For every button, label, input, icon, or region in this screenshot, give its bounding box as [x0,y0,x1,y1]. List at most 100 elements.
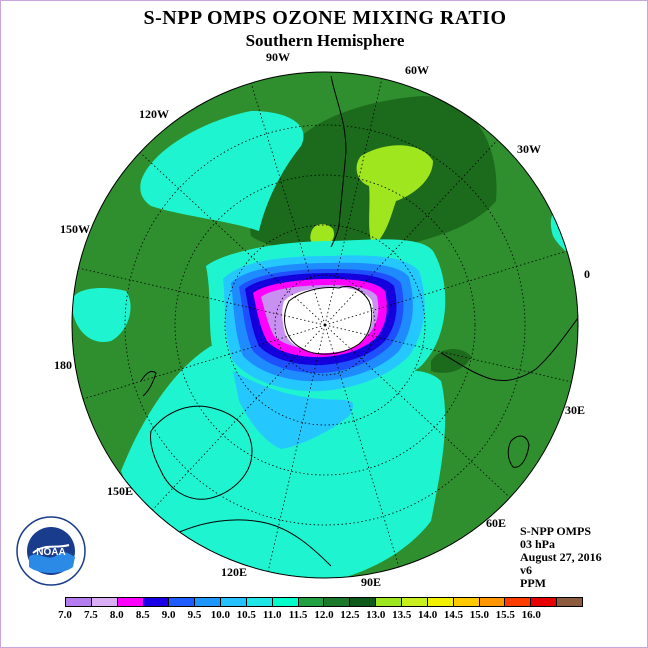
longitude-labels: 90W 60W 30W 0 30E 60E 90E 120E 150E 180 150W 120W [54,50,590,589]
colorbar-segment [298,598,325,606]
meridian-line [324,324,578,384]
latitude-circle [274,274,376,376]
colorbar-segment [505,598,532,606]
colorbar-segment [453,598,480,606]
colorbar-tick-label: 13.0 [366,609,386,621]
svg-text:NOAA: NOAA [36,547,65,558]
latitude-circle [174,174,476,476]
meridian-line [324,248,574,326]
meridian-line [324,134,503,326]
meridian-line [324,324,402,574]
colorbar-tick-label: 11.0 [262,609,282,621]
coastline-antarctica [284,286,373,355]
colorbar-segment [531,598,558,606]
colorbar-segment [350,598,377,606]
lon-30e-label: 30E [565,403,585,417]
field-light-blue-tongue [233,371,354,449]
colorbar-tick-label: 14.0 [417,609,438,621]
colorbar-tick-label: 9.0 [161,609,176,621]
field-lime-small [310,224,335,247]
colorbar-segment [195,598,222,606]
colorbar-tick-label: 8.0 [109,609,124,621]
colorbar-tick-label: 12.5 [340,609,360,621]
colorbar-segment [272,598,299,606]
info-block: S-NPP OMPS 03 hPa August 27, 2016 v6 PPM [520,525,602,590]
lon-180-label: 180 [54,358,72,372]
chart-title: S-NPP OMPS OZONE MIXING RATIO [143,7,507,29]
coastline-africa [440,300,578,382]
colorbar-segment [91,598,118,606]
latitude-circle [224,224,426,426]
coastline-asia [170,519,332,567]
lon-90e-label: 90E [361,575,381,589]
map-boundary [71,71,579,579]
colorbar-segment [221,598,247,606]
lon-120w-label: 120W [139,107,169,121]
meridian-line [266,324,326,578]
colorbar-segment [401,598,428,606]
coastlines [140,75,578,567]
noaa-logo: NOAA [15,515,87,592]
colorbar-tick-label: 15.5 [495,609,515,621]
info-instrument: S-NPP OMPS [520,524,591,538]
colorbar-tick-label: 9.5 [187,609,202,621]
coastline-madagascar [507,435,530,468]
colorbar-tick-labels: 7.0 7.5 8.0 8.5 9.0 9.5 10.0 10.5 11.0 11.5 12.0 12… [58,609,583,623]
meridian-line [72,266,326,326]
colorbar-tick-label: 10.0 [210,609,231,621]
colorbar-segment [427,598,454,606]
colorbar-segment [557,598,582,606]
colorbar-segment [479,598,506,606]
field-white-core [282,287,374,354]
meridian-line [248,76,326,326]
colorbar [65,597,583,607]
info-date: August 27, 2016 [520,550,602,564]
colorbar-segment [376,598,402,606]
field-lime-main [356,145,433,246]
lon-60w-label: 60W [405,63,429,77]
meridian-line [76,324,326,402]
latitude-circle [124,124,526,526]
info-level: 03 hPa [520,537,556,551]
colorbar-tick-label: 15.0 [469,609,490,621]
coastline-south-america [330,75,347,248]
colorbar-segment [246,598,273,606]
colorbar-tick-label: 11.5 [288,609,308,621]
field-cyan-bottom [121,345,446,578]
colorbar-segment [66,598,92,606]
meridian-line [324,324,516,503]
colorbar-tick-label: 7.5 [84,609,98,621]
colorbar-segment [143,598,170,606]
chart-subtitle: Southern Hemisphere [245,31,405,50]
colorbar-tick-label: 7.0 [58,609,72,621]
colorbar-segment [169,598,196,606]
lon-60e-label: 60E [486,516,506,530]
meridian-line [324,72,384,326]
info-units: PPM [520,576,546,590]
lon-150e-label: 150E [107,484,133,498]
colorbar-tick-label: 14.5 [443,609,464,621]
colorbar-tick-label: 10.5 [236,609,256,621]
colorbar-tick-label: 12.0 [314,609,334,621]
coastline-australia [150,405,253,500]
lon-120e-label: 120E [221,565,247,579]
colorbar-tick-label: 8.5 [135,609,150,621]
colorbar-tick-label: 13.5 [392,609,412,621]
graticule [72,72,578,578]
colorbar-segment [324,598,351,606]
meridian-line [147,324,326,516]
lon-0-label: 0 [584,267,590,281]
meridian-line [134,147,326,326]
coastline-new-zealand [140,370,157,397]
field-cyan-top [140,111,304,231]
lon-150w-label: 150W [60,222,90,236]
colorbar-tick-label: 16.0 [521,609,541,621]
lon-90w-label: 90W [266,50,290,64]
info-version: v6 [520,563,532,577]
field-dark-green-right [431,349,471,373]
lon-30w-label: 30W [517,142,541,156]
field-cyan-left [72,288,131,342]
